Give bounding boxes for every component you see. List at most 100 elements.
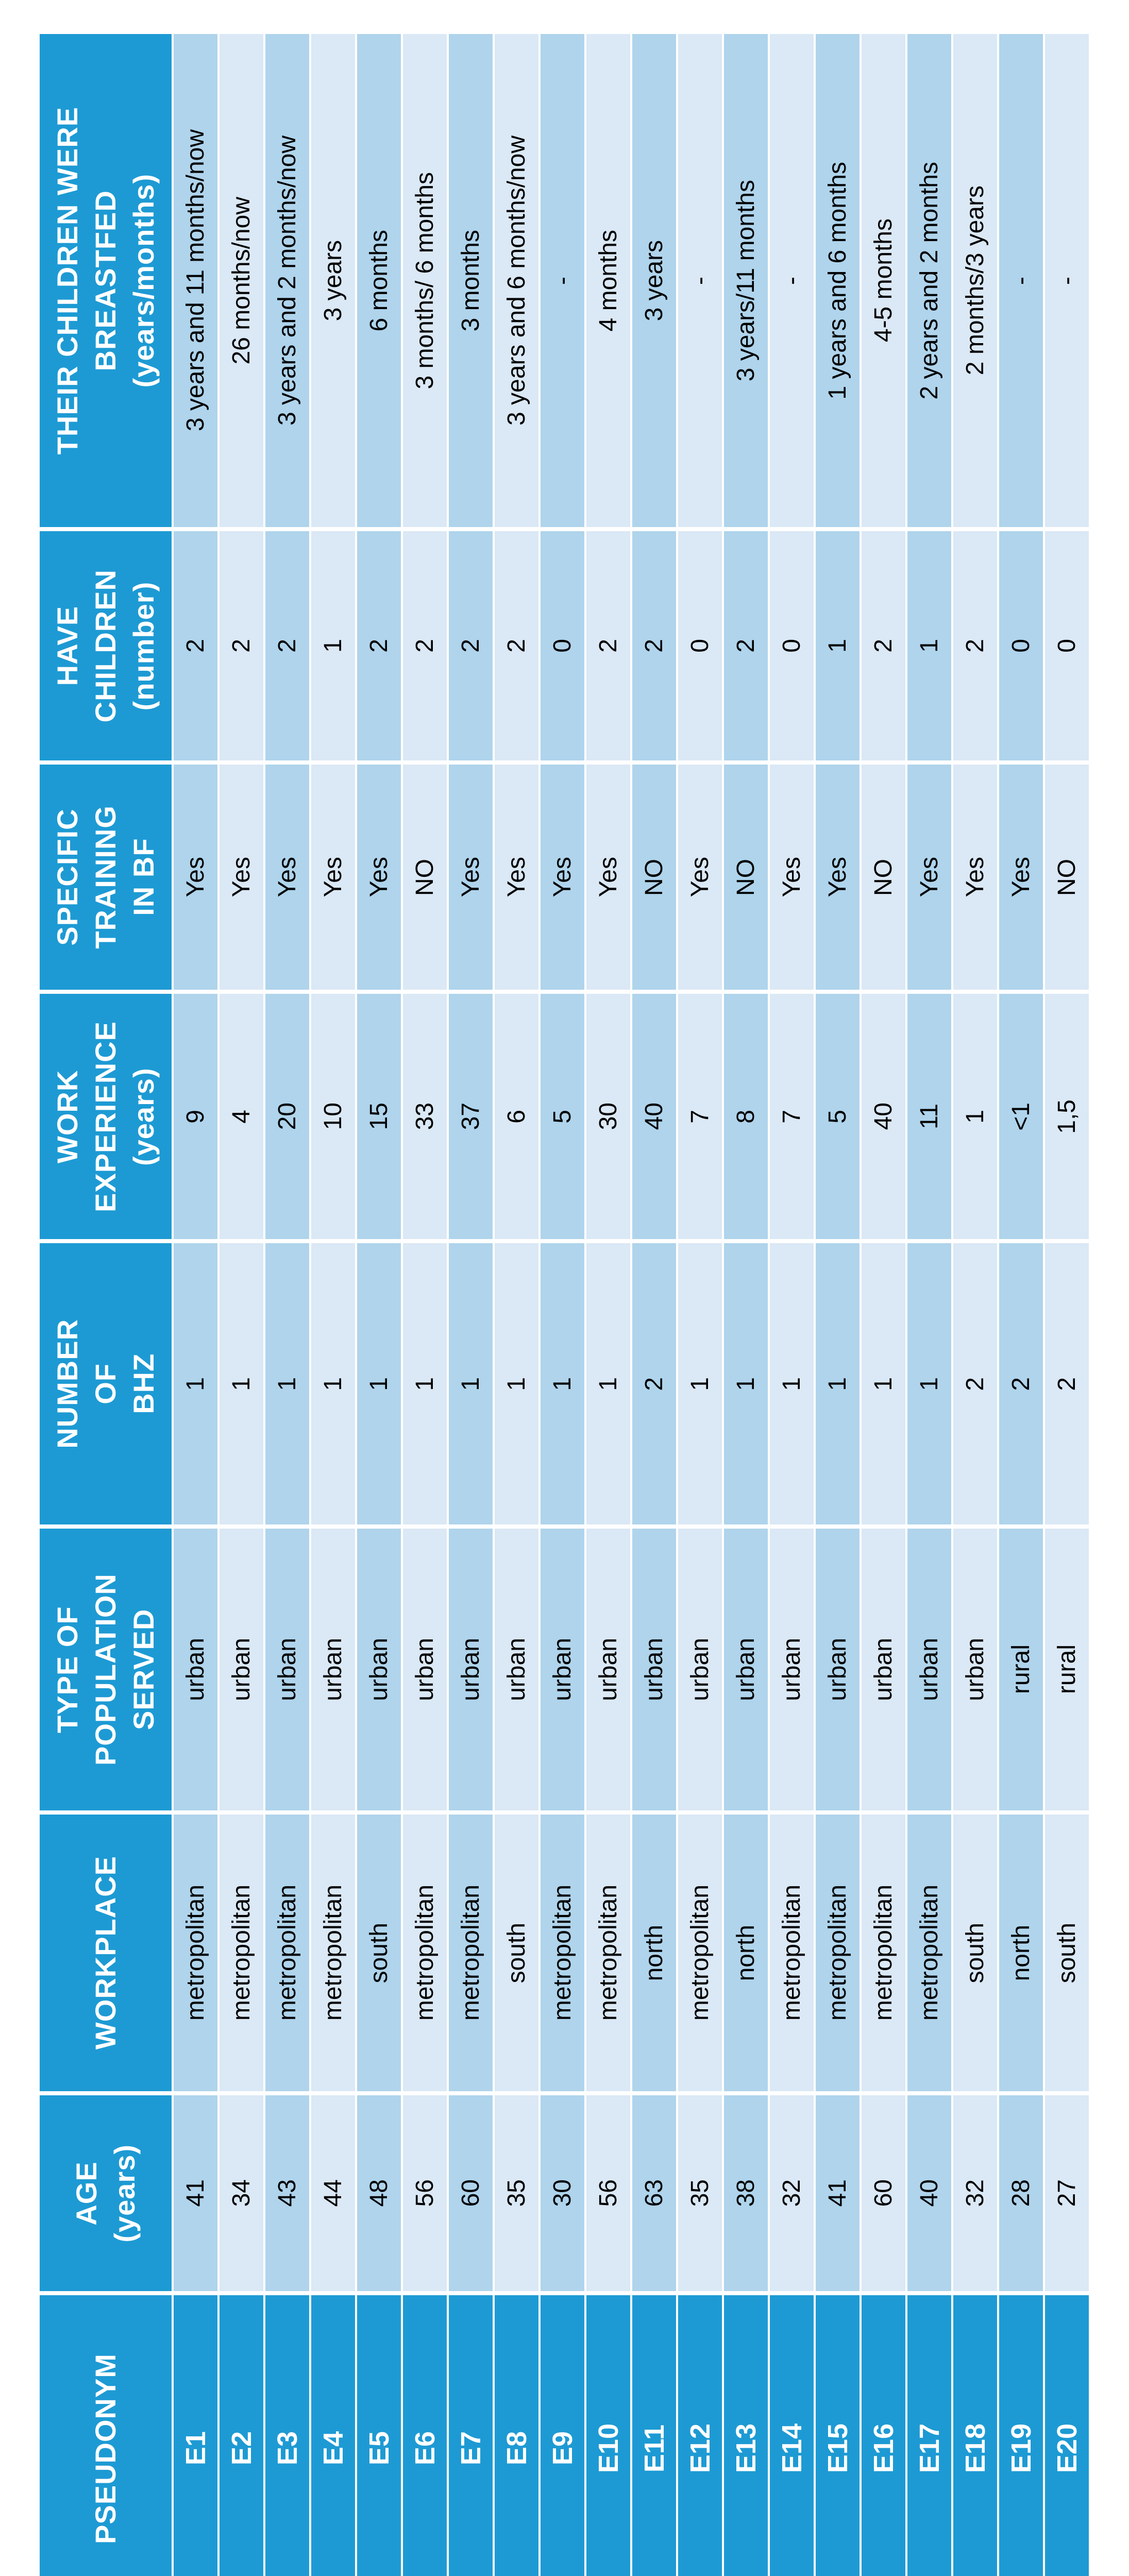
cell-value: 3 months/ 6 months — [411, 172, 439, 389]
cell-work_experience-e13: 8 — [724, 994, 768, 1239]
cell-work_experience-e10: 30 — [586, 994, 630, 1239]
cell-population_served-e10: urban — [586, 1529, 630, 1810]
cell-population_served-e12: urban — [678, 1529, 722, 1810]
cell-value: 1 years and 6 months — [823, 161, 851, 400]
cell-value: 15 — [365, 1103, 393, 1130]
cell-value: Yes — [823, 857, 851, 897]
cell-value: 40 — [640, 1103, 668, 1130]
cell-value: 3 years — [640, 240, 668, 321]
cell-pseudonym-e11: E11 — [632, 2295, 676, 2576]
cell-workplace-e2: metropolitan — [220, 1815, 263, 2091]
cell-value: rural — [1053, 1645, 1081, 1694]
cell-value: 0 — [778, 639, 805, 653]
cell-value: urban — [594, 1638, 622, 1701]
cell-value: 40 — [915, 2179, 943, 2207]
cell-work_experience-e12: 7 — [678, 994, 722, 1239]
cell-workplace-e15: metropolitan — [816, 1815, 860, 2091]
cell-number_of_bhz-e19: 2 — [999, 1243, 1043, 1524]
cell-have_children-e2: 2 — [220, 531, 263, 760]
cell-number_of_bhz-e2: 1 — [220, 1243, 263, 1524]
cell-age-e14: 32 — [770, 2095, 814, 2291]
cell-number_of_bhz-e4: 1 — [311, 1243, 355, 1524]
cell-workplace-e11: north — [632, 1815, 676, 2091]
cell-work_experience-e19: <1 — [999, 994, 1043, 1239]
cell-value: NO — [411, 858, 439, 896]
cell-value: 1 — [548, 1377, 576, 1391]
cell-breastfed-e6: 3 months/ 6 months — [403, 34, 447, 527]
cell-value: E6 — [409, 2431, 441, 2466]
cell-number_of_bhz-e20: 2 — [1045, 1243, 1089, 1524]
cell-work_experience-e11: 40 — [632, 994, 676, 1239]
cell-workplace-e6: metropolitan — [403, 1815, 447, 2091]
cell-work_experience-e8: 6 — [495, 994, 538, 1239]
cell-have_children-e5: 2 — [357, 531, 401, 760]
cell-value: 48 — [365, 2179, 393, 2207]
data-table: THEIR CHILDREN WERE BREASTFED (years/mon… — [40, 34, 1089, 2576]
band-header-label-specific_training: SPECIFIC TRAINING IN BF — [51, 805, 160, 949]
cell-value: 7 — [778, 1109, 805, 1124]
cell-population_served-e20: rural — [1045, 1529, 1089, 1810]
cell-value: south — [1053, 1922, 1081, 1984]
band-header-population_served: TYPE OF POPULATION SERVED — [40, 1529, 172, 1810]
cell-value: 3 years and 2 months/now — [273, 135, 301, 426]
cell-have_children-e15: 1 — [816, 531, 860, 760]
cell-value: 63 — [640, 2179, 668, 2207]
cell-value: Yes — [319, 857, 347, 897]
cell-value: metropolitan — [686, 1885, 714, 2021]
cell-value: - — [778, 276, 805, 285]
cell-number_of_bhz-e10: 1 — [586, 1243, 630, 1524]
cell-population_served-e6: urban — [403, 1529, 447, 1810]
cell-pseudonym-e17: E17 — [907, 2295, 951, 2576]
cell-value: 2 — [365, 639, 393, 653]
cell-value: E3 — [272, 2431, 303, 2466]
cell-value: 1 — [961, 1109, 989, 1124]
cell-age-e1: 41 — [174, 2095, 217, 2291]
cell-number_of_bhz-e18: 2 — [953, 1243, 997, 1524]
cell-value: Yes — [273, 857, 301, 897]
cell-number_of_bhz-e3: 1 — [265, 1243, 309, 1524]
cell-have_children-e9: 0 — [541, 531, 584, 760]
cell-age-e3: 43 — [265, 2095, 309, 2291]
cell-value: 1 — [502, 1377, 530, 1391]
cell-value: urban — [686, 1638, 714, 1701]
cell-population_served-e4: urban — [311, 1529, 355, 1810]
cell-age-e20: 27 — [1045, 2095, 1089, 2291]
band-header-have_children: HAVE CHILDREN (number) — [40, 531, 172, 760]
cell-value: south — [961, 1922, 989, 1984]
cell-pseudonym-e18: E18 — [953, 2295, 997, 2576]
cell-value: E4 — [317, 2431, 349, 2466]
cell-breastfed-e4: 3 years — [311, 34, 355, 527]
band-header-pseudonym: PSEUDONYM — [40, 2295, 172, 2576]
band-age: AGE (years) 41 34 43 44 48 56 60 35 30 56 63 35 38 32 4… — [40, 2095, 1089, 2291]
cell-work_experience-e2: 4 — [220, 994, 263, 1239]
cell-value: 4 months — [594, 229, 622, 332]
cell-value: - — [548, 276, 576, 285]
cell-value: E1 — [180, 2431, 211, 2466]
cell-value: 44 — [319, 2179, 347, 2207]
cell-value: 2 months/3 years — [961, 185, 989, 376]
cell-value: urban — [273, 1638, 301, 1701]
cell-breastfed-e17: 2 years and 2 months — [907, 34, 951, 527]
cell-value: metropolitan — [319, 1885, 347, 2021]
cell-value: Yes — [457, 857, 484, 897]
cell-value: urban — [227, 1638, 255, 1701]
cell-value: E19 — [1005, 2424, 1037, 2473]
cell-value: 1 — [411, 1377, 439, 1391]
cell-value: 3 years — [319, 240, 347, 321]
cell-value: 26 months/now — [227, 196, 255, 365]
cell-value: urban — [319, 1638, 347, 1701]
cell-value: 20 — [273, 1103, 301, 1130]
cell-workplace-e10: metropolitan — [586, 1815, 630, 2091]
cell-value: 41 — [181, 2179, 209, 2207]
cell-specific_training-e9: Yes — [541, 765, 584, 990]
cell-work_experience-e3: 20 — [265, 994, 309, 1239]
cell-value: 35 — [502, 2179, 530, 2207]
cell-number_of_bhz-e5: 1 — [357, 1243, 401, 1524]
cell-value: 43 — [273, 2179, 301, 2207]
cell-pseudonym-e8: E8 — [495, 2295, 538, 2576]
band-pseudonym: PSEUDONYM E1 E2 E3 E4 E5 E6 E7 E8 E9 E10 E11 E12 E13 E… — [40, 2295, 1089, 2576]
cell-value: 35 — [686, 2179, 714, 2207]
band-header-label-workplace: WORKPLACE — [89, 1856, 122, 2050]
cell-value: 2 — [181, 639, 209, 653]
cell-value: urban — [365, 1638, 393, 1701]
